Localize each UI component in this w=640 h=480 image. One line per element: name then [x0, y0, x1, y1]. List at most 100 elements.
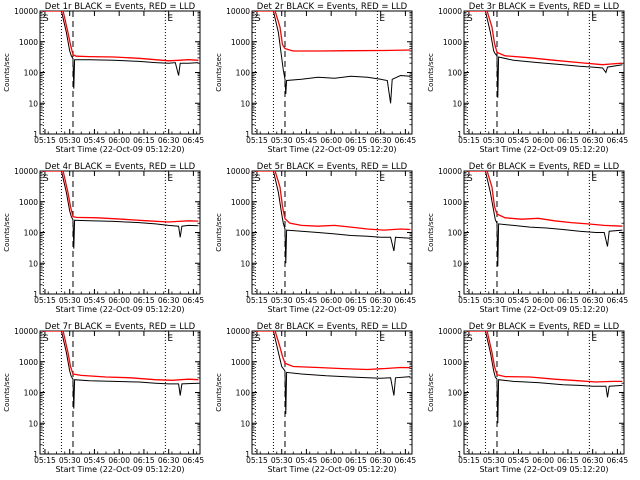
start-marker-label: S: [255, 334, 261, 344]
x-tick-label: 05:15: [34, 296, 56, 305]
start-marker-label: S: [255, 174, 261, 184]
y-axis-label: Counts/sec: [427, 53, 435, 92]
panel-title: Det 5r BLACK = Events, RED = LLD: [257, 162, 408, 172]
x-tick-label: 06:45: [183, 456, 205, 465]
x-tick-label: 05:15: [246, 456, 268, 465]
detector-panel-6: Det 6r BLACK = Events, RED = LLD 1 10 100 10…: [427, 162, 628, 314]
series-line-lld: [255, 171, 411, 231]
x-tick-label: 06:00: [320, 296, 342, 305]
x-tick-label: 06:15: [557, 136, 579, 145]
panel-title: Det 7r BLACK = Events, RED = LLD: [45, 322, 196, 332]
x-tick-label: 06:45: [395, 456, 417, 465]
series-group: [255, 171, 411, 264]
x-axis-label: Start Time (22-Oct-09 05:12:20): [55, 465, 184, 474]
series-line-lld: [467, 331, 623, 383]
plot-frame: [251, 330, 413, 455]
y-tick-label: 1: [245, 290, 250, 299]
y-tick-label: 1000: [231, 38, 250, 47]
y-tick-label: 10: [240, 259, 250, 268]
y-tick-label: 1: [245, 450, 250, 459]
x-tick-label: 05:15: [458, 296, 480, 305]
end-marker-label: E: [591, 174, 597, 184]
y-tick-label: 1000: [231, 358, 250, 367]
y-tick-label: 10000: [226, 7, 250, 16]
x-tick-label: 05:15: [34, 456, 56, 465]
y-tick-label: 1000: [231, 198, 250, 207]
y-tick-label: 100: [24, 69, 39, 78]
x-axis-label: Start Time (22-Oct-09 05:12:20): [267, 145, 396, 154]
y-axis-label: Counts/sec: [3, 213, 11, 252]
x-tick-label: 06:15: [133, 456, 155, 465]
x-axis-label: Start Time (22-Oct-09 05:12:20): [55, 145, 184, 154]
y-tick-label: 100: [236, 229, 251, 238]
series-line-events: [255, 171, 411, 264]
x-tick-label: 06:00: [532, 456, 554, 465]
y-tick-label: 1: [245, 130, 250, 139]
x-tick-label: 06:00: [320, 456, 342, 465]
detector-panel-9: Det 9r BLACK = Events, RED = LLD 1 10 100 10…: [427, 322, 628, 474]
x-tick-label: 06:15: [345, 296, 367, 305]
y-axis-label: Counts/sec: [215, 373, 223, 412]
x-tick-label: 06:00: [108, 296, 130, 305]
panel-title: Det 1r BLACK = Events, RED = LLD: [45, 2, 196, 12]
detector-panel-7: Det 7r BLACK = Events, RED = LLD 1 10 100 10…: [3, 322, 204, 474]
x-tick-label: 06:00: [108, 456, 130, 465]
x-tick-label: 05:30: [271, 296, 293, 305]
x-tick-label: 06:30: [158, 456, 180, 465]
y-tick-label: 1: [457, 290, 462, 299]
end-marker-label: E: [591, 14, 597, 24]
x-tick-label: 05:45: [296, 136, 318, 145]
x-tick-label: 05:45: [508, 456, 530, 465]
series-line-events: [255, 11, 411, 104]
series-line-events: [467, 11, 623, 98]
start-marker-label: S: [467, 14, 473, 24]
plot-frame: [463, 330, 625, 455]
x-tick-label: 06:30: [582, 456, 604, 465]
series-group: [43, 331, 199, 409]
plot-frame: [251, 170, 413, 295]
series-group: [467, 171, 623, 267]
series-group: [467, 11, 623, 98]
x-tick-label: 05:15: [458, 456, 480, 465]
x-tick-label: 06:30: [582, 296, 604, 305]
x-tick-label: 05:30: [271, 136, 293, 145]
panel-title: Det 8r BLACK = Events, RED = LLD: [257, 322, 408, 332]
start-marker-label: S: [43, 174, 49, 184]
series-line-events: [467, 171, 623, 267]
y-tick-label: 10000: [14, 7, 38, 16]
x-tick-label: 06:45: [395, 296, 417, 305]
y-tick-label: 100: [236, 389, 251, 398]
series-line-lld: [43, 171, 199, 223]
end-marker-label: E: [379, 14, 385, 24]
series-line-lld: [255, 11, 411, 52]
x-tick-label: 05:45: [508, 296, 530, 305]
y-axis-label: Counts/sec: [3, 53, 11, 92]
x-tick-label: 06:30: [370, 456, 392, 465]
x-tick-label: 06:15: [345, 456, 367, 465]
end-marker-label: E: [167, 334, 173, 344]
y-tick-label: 1000: [19, 198, 38, 207]
y-axis-label: Counts/sec: [215, 53, 223, 92]
y-tick-label: 10000: [438, 7, 462, 16]
x-tick-label: 06:30: [158, 136, 180, 145]
series-group: [467, 331, 623, 424]
y-tick-label: 10: [28, 259, 38, 268]
plot-frame: [251, 10, 413, 135]
x-tick-label: 05:30: [483, 296, 505, 305]
y-axis-label: Counts/sec: [215, 213, 223, 252]
y-tick-label: 1000: [19, 38, 38, 47]
detector-panel-5: Det 5r BLACK = Events, RED = LLD 1 10 100 10…: [215, 162, 416, 314]
y-tick-label: 10: [452, 419, 462, 428]
y-tick-label: 10000: [438, 167, 462, 176]
x-tick-label: 06:00: [532, 296, 554, 305]
x-tick-label: 06:15: [133, 296, 155, 305]
y-tick-label: 10: [240, 99, 250, 108]
x-tick-label: 05:30: [59, 456, 81, 465]
end-marker-label: E: [379, 334, 385, 344]
panel-title: Det 3r BLACK = Events, RED = LLD: [469, 2, 620, 12]
x-tick-label: 06:15: [133, 136, 155, 145]
x-tick-label: 06:45: [183, 136, 205, 145]
y-tick-label: 100: [24, 389, 39, 398]
series-line-lld: [43, 331, 199, 381]
